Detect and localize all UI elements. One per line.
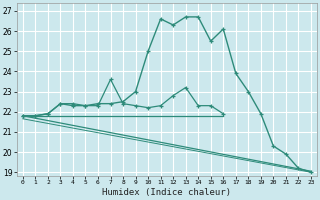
X-axis label: Humidex (Indice chaleur): Humidex (Indice chaleur) [102, 188, 231, 197]
